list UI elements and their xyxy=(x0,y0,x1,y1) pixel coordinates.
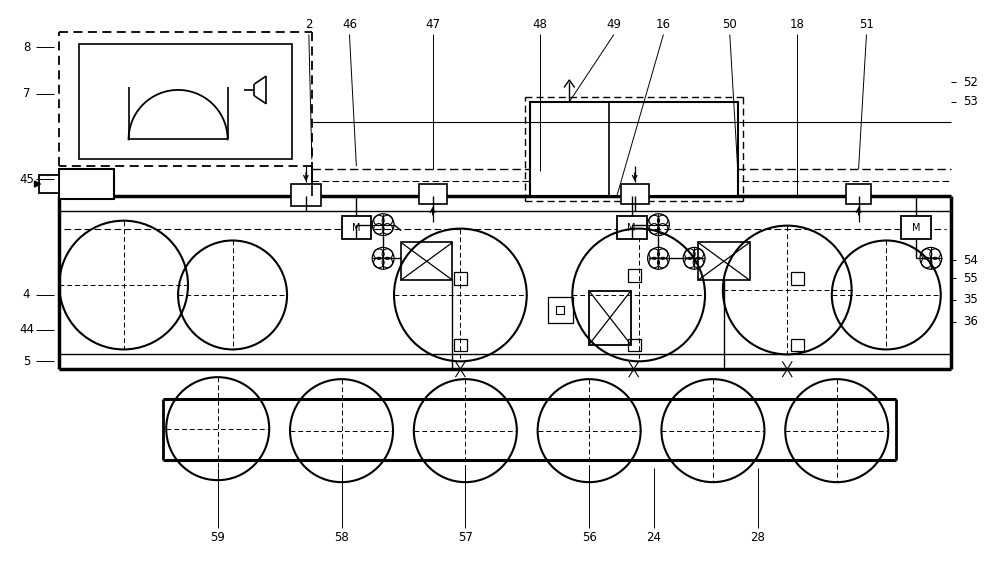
Bar xyxy=(59,169,114,199)
Text: 57: 57 xyxy=(458,531,473,544)
Text: 44: 44 xyxy=(19,323,34,336)
Text: 56: 56 xyxy=(582,531,597,544)
Bar xyxy=(548,297,573,322)
Text: 49: 49 xyxy=(606,18,621,31)
Bar xyxy=(589,291,631,346)
Bar xyxy=(698,243,750,280)
Bar xyxy=(419,184,447,204)
Bar xyxy=(556,306,564,314)
Bar xyxy=(342,216,371,240)
Bar xyxy=(617,216,647,240)
Bar xyxy=(628,269,641,282)
Polygon shape xyxy=(34,181,40,187)
Text: 36: 36 xyxy=(964,315,978,328)
Text: 2: 2 xyxy=(305,18,313,31)
Text: 55: 55 xyxy=(964,272,978,285)
Text: 51: 51 xyxy=(859,18,874,31)
Bar xyxy=(621,184,649,204)
Text: 54: 54 xyxy=(964,254,978,267)
Text: 59: 59 xyxy=(210,531,225,544)
Bar xyxy=(530,102,738,196)
Text: 53: 53 xyxy=(964,95,978,108)
Text: 7: 7 xyxy=(23,87,30,101)
Bar xyxy=(79,44,292,159)
Bar xyxy=(401,243,452,280)
Text: 48: 48 xyxy=(532,18,547,31)
Text: 16: 16 xyxy=(656,18,671,31)
Bar xyxy=(846,184,871,204)
Bar xyxy=(791,272,804,285)
Text: 24: 24 xyxy=(646,531,661,544)
Text: 8: 8 xyxy=(23,41,30,54)
Text: 50: 50 xyxy=(722,18,737,31)
Text: 46: 46 xyxy=(342,18,357,31)
Text: 35: 35 xyxy=(964,293,978,306)
Text: 45: 45 xyxy=(19,173,34,186)
Text: 4: 4 xyxy=(23,289,30,301)
Text: 52: 52 xyxy=(964,76,978,88)
Text: 58: 58 xyxy=(334,531,349,544)
Text: M: M xyxy=(912,222,920,233)
Text: 5: 5 xyxy=(23,355,30,368)
Bar xyxy=(454,339,467,352)
Bar xyxy=(291,184,321,206)
Bar xyxy=(901,216,931,240)
Text: M: M xyxy=(627,222,636,233)
Text: 47: 47 xyxy=(425,18,440,31)
Text: 18: 18 xyxy=(790,18,805,31)
Bar xyxy=(454,272,467,285)
Bar xyxy=(791,339,804,352)
Bar xyxy=(628,339,641,352)
Bar xyxy=(39,175,59,193)
Text: 28: 28 xyxy=(750,531,765,544)
Text: M: M xyxy=(352,222,361,233)
